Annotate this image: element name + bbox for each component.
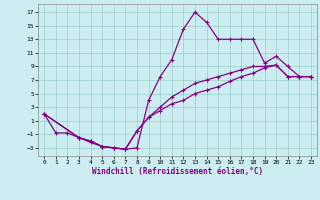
X-axis label: Windchill (Refroidissement éolien,°C): Windchill (Refroidissement éolien,°C) bbox=[92, 167, 263, 176]
